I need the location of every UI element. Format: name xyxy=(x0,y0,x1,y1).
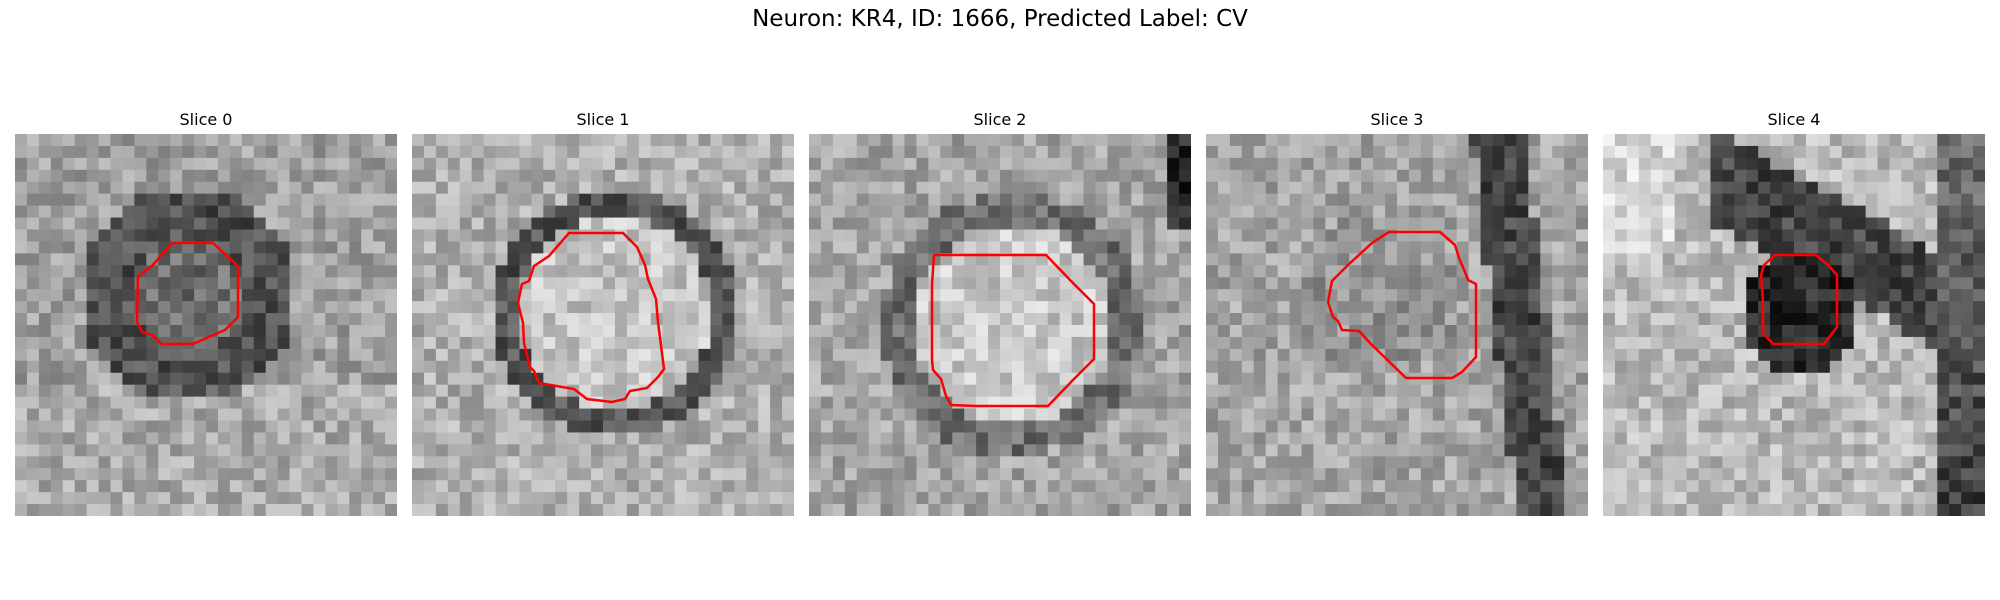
roi-outline xyxy=(1759,253,1839,346)
slice-title: Slice 2 xyxy=(973,110,1027,129)
slice-image xyxy=(15,134,397,516)
slice-title: Slice 3 xyxy=(1370,110,1424,129)
slice-title: Slice 0 xyxy=(179,110,233,129)
slice-image xyxy=(1603,134,1985,516)
slice-title: Slice 1 xyxy=(576,110,630,129)
roi-outline xyxy=(135,241,240,346)
figure-title: Neuron: KR4, ID: 1666, Predicted Label: … xyxy=(752,6,1248,32)
slice-image xyxy=(1206,134,1588,516)
roi-outline xyxy=(1326,230,1478,380)
roi-outline xyxy=(930,253,1096,408)
roi-outline xyxy=(516,231,666,404)
slice-title: Slice 4 xyxy=(1767,110,1821,129)
slice-image xyxy=(412,134,794,516)
slice-image xyxy=(809,134,1191,516)
